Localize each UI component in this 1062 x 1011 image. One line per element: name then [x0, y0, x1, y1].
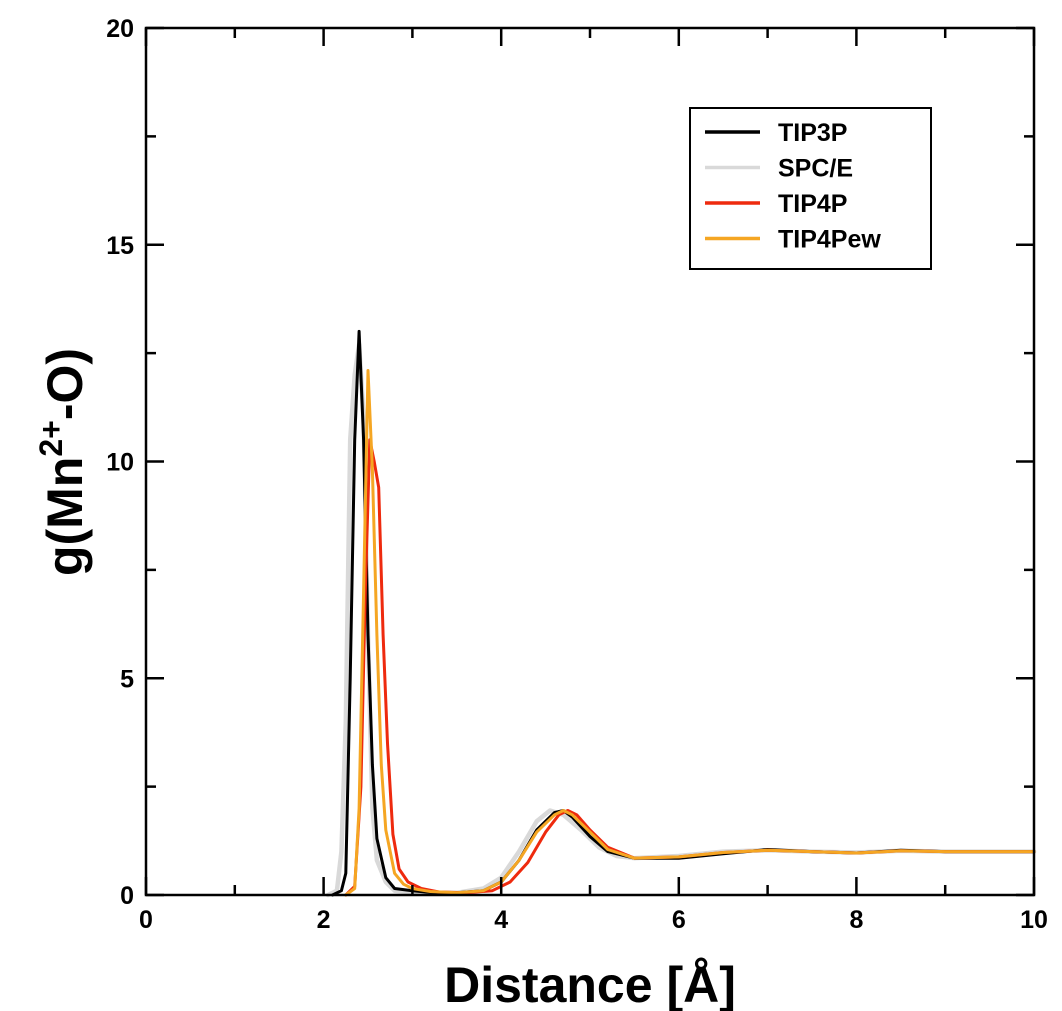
- series-line-tip4pew: [344, 369, 1036, 897]
- x-tick-label: 8: [849, 906, 863, 934]
- series-line-tip4p: [344, 438, 1036, 897]
- legend-box: [689, 107, 932, 270]
- y-tick-label: 15: [106, 232, 134, 260]
- y-axis-title-prefix: g(Mn: [37, 457, 93, 576]
- ticks-layer: [144, 26, 1036, 897]
- x-tick-label: 4: [494, 906, 508, 934]
- series-layer: [325, 329, 1037, 898]
- y-axis-title-suffix: -O): [37, 348, 93, 420]
- x-tick-label: 10: [1020, 906, 1048, 934]
- legend-label-spc-e: SPC/E: [778, 155, 853, 183]
- y-tick-label: 10: [106, 449, 134, 477]
- legend-label-tip3p: TIP3P: [778, 119, 847, 147]
- x-tick-label: 2: [317, 906, 331, 934]
- x-axis-title: Distance [Å]: [444, 957, 736, 1011]
- y-axis-title: g(Mn2+-O): [33, 348, 93, 576]
- series-line-tip3p: [331, 329, 1036, 897]
- legend-label-tip4pew: TIP4Pew: [778, 226, 881, 254]
- y-axis-title-superscript: 2+: [33, 420, 69, 456]
- x-tick-label: 0: [139, 906, 153, 934]
- tick-labels: 0 2 4 6 8 10 0 5 10 15 20: [106, 15, 1048, 934]
- x-tick-label: 6: [672, 906, 686, 934]
- series-line-spc-e: [325, 342, 1037, 898]
- legend: TIP3P SPC/E TIP4P TIP4Pew: [689, 107, 932, 270]
- y-tick-label: 5: [120, 665, 134, 693]
- y-tick-label: 20: [106, 15, 134, 43]
- legend-label-tip4p: TIP4P: [778, 190, 847, 218]
- y-tick-label: 0: [120, 882, 134, 910]
